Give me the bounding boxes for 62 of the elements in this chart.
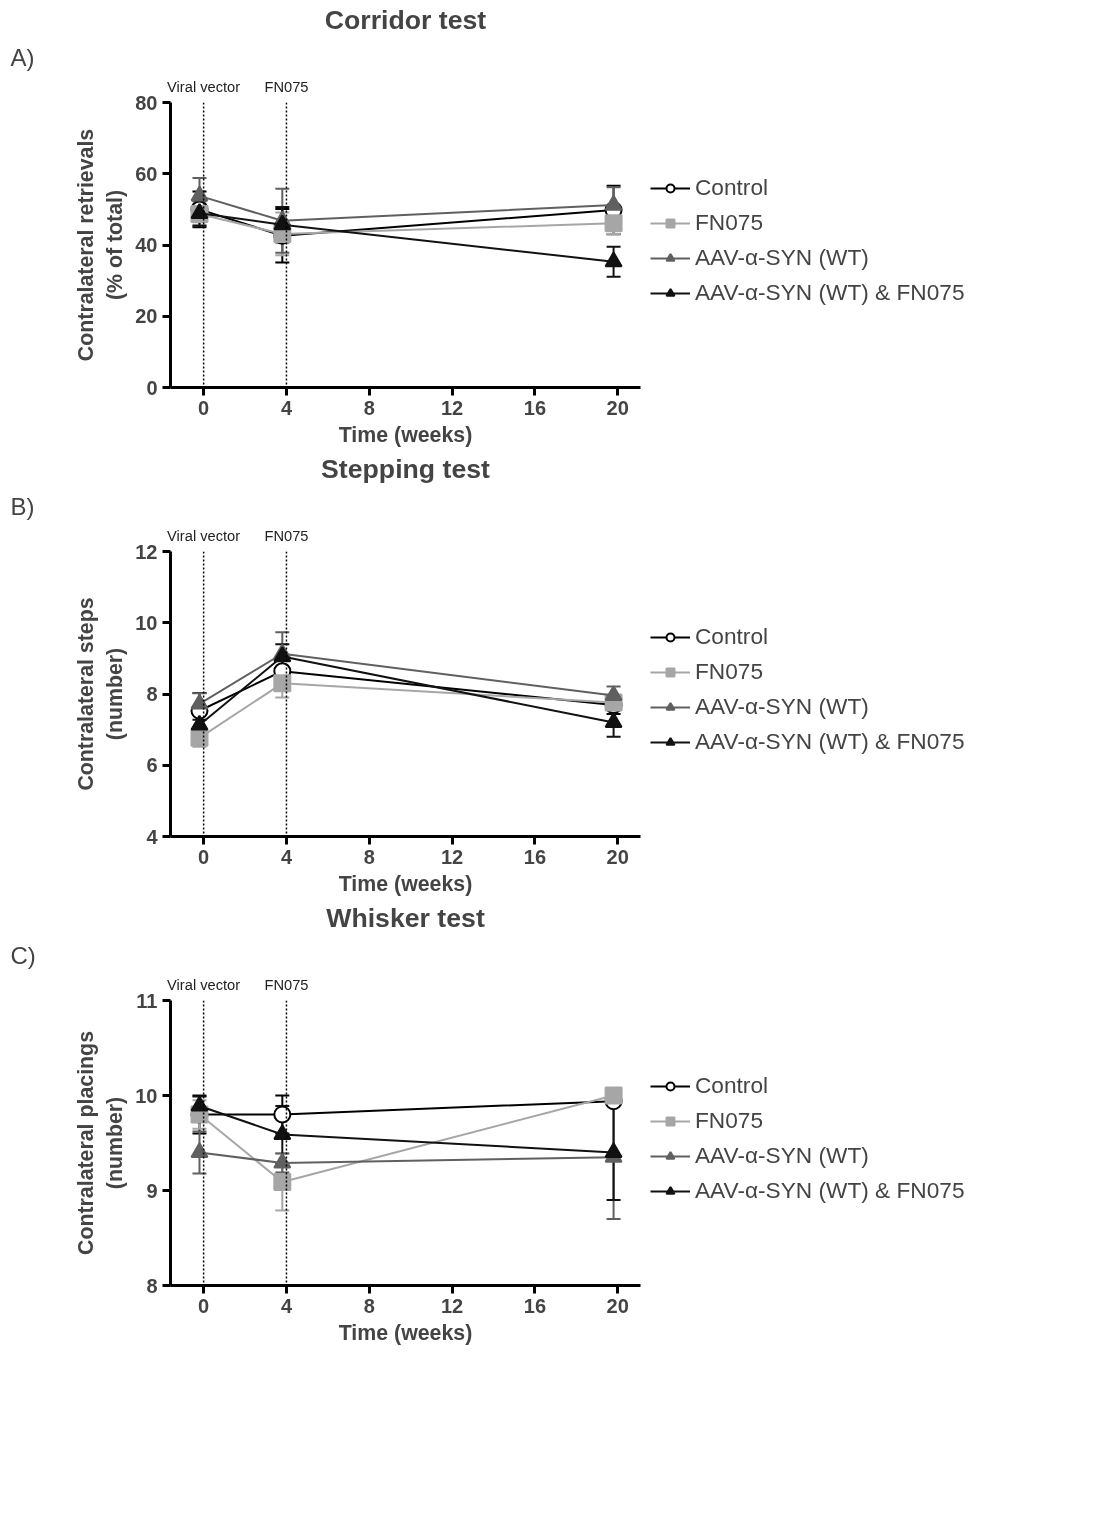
x-tick-label: 12: [440, 845, 464, 868]
x-tick-label: 12: [440, 1294, 464, 1317]
x-tick-label: 8: [363, 1294, 375, 1317]
ref-line-label: Viral vector: [167, 976, 241, 993]
x-tick-label: 4: [280, 1294, 293, 1317]
x-tick-label: 20: [606, 845, 629, 868]
x-tick-label: 16: [523, 396, 547, 419]
y-axis-title: Contralateral retrievals (% of total): [74, 128, 128, 362]
legend-label: AAV-α-SYN (WT) & FN075: [695, 728, 965, 755]
chart-title: Whisker test: [326, 902, 485, 933]
y-tick-label: 10: [135, 1084, 158, 1107]
y-tick-label: 8: [146, 683, 158, 705]
x-tick-label: 8: [363, 396, 375, 419]
text: C): [10, 941, 36, 969]
y-tick-label: 10: [135, 611, 158, 634]
legend-label: FN075: [695, 658, 764, 685]
x-tick-label: 16: [523, 845, 547, 868]
y-tick-label: 40: [135, 234, 158, 256]
text: B): [10, 492, 35, 520]
legend-label: Control: [695, 1072, 769, 1099]
y-tick-label: 80: [135, 91, 158, 114]
y-tick-label: 6: [146, 754, 158, 777]
legend-label: Control: [695, 623, 769, 650]
legend-label: FN075: [695, 209, 764, 236]
y-tick-label: 8: [146, 1274, 158, 1297]
legend-label: AAV-α-SYN (WT) & FN075: [695, 1177, 965, 1204]
ref-line-label: FN075: [264, 527, 309, 544]
x-tick-label: 0: [198, 845, 210, 868]
legend-label: Control: [695, 174, 769, 201]
legend-label: AAV-α-SYN (WT): [695, 244, 869, 271]
x-tick-label: 16: [523, 1294, 547, 1317]
x-axis-title: Time (weeks): [338, 1320, 473, 1345]
x-tick-label: 4: [280, 396, 293, 419]
y-tick-label: 11: [136, 989, 158, 1012]
x-tick-label: 20: [606, 1294, 629, 1317]
y-tick-label: 20: [135, 305, 158, 328]
y-tick-label: 4: [146, 825, 159, 848]
legend-label: FN075: [695, 1107, 764, 1134]
y-tick-label: 12: [135, 540, 158, 563]
ref-line-label: Viral vector: [167, 527, 241, 544]
x-tick-label: 12: [440, 396, 464, 419]
legend-label: AAV-α-SYN (WT) & FN075: [695, 279, 965, 306]
ref-line-label: FN075: [264, 78, 309, 95]
ref-line-label: Viral vector: [167, 78, 241, 95]
chart-title: Corridor test: [324, 4, 487, 35]
x-tick-label: 4: [280, 845, 293, 868]
chart-title: Stepping test: [321, 453, 491, 484]
y-axis-title: Contralateral placings (number): [74, 1030, 128, 1255]
x-axis-title: Time (weeks): [338, 871, 473, 896]
ref-line-label: FN075: [264, 976, 309, 993]
x-axis-title: Time (weeks): [338, 422, 473, 447]
x-tick-label: 20: [606, 396, 629, 419]
legend-label: AAV-α-SYN (WT): [695, 1142, 869, 1169]
x-tick-label: 0: [198, 396, 210, 419]
legend-label: AAV-α-SYN (WT): [695, 693, 869, 720]
x-tick-label: 8: [363, 845, 375, 868]
text: A): [10, 43, 35, 71]
y-tick-label: 9: [146, 1179, 158, 1202]
y-tick-label: 60: [135, 162, 158, 185]
y-tick-label: 0: [146, 376, 158, 399]
y-axis-title: Contralateral steps (number): [74, 597, 128, 791]
x-tick-label: 0: [198, 1294, 210, 1317]
